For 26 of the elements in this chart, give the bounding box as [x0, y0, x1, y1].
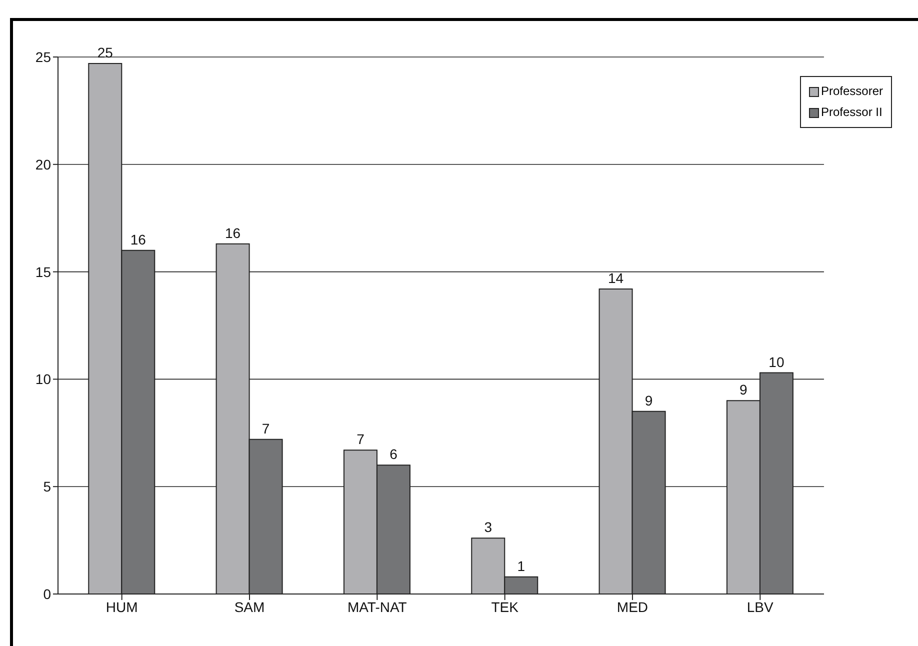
x-tick-label: TEK: [491, 598, 520, 615]
data-label: 14: [608, 270, 624, 286]
data-label: 16: [225, 224, 241, 241]
data-label: 9: [644, 392, 653, 408]
data-label: 7: [262, 420, 270, 436]
data-label: 10: [768, 354, 784, 370]
x-tick-label: SAM: [234, 598, 265, 615]
data-label: 16: [130, 231, 146, 248]
data-label: 6: [390, 446, 398, 462]
data-label: 7: [356, 431, 365, 448]
x-tick-label: MAT-NAT: [347, 598, 408, 615]
y-tick-label: 0: [43, 586, 52, 602]
data-label: 25: [97, 44, 114, 60]
data-label: 3: [484, 519, 492, 536]
y-tick-label: 20: [35, 156, 52, 172]
x-tick-label: LBV: [746, 598, 774, 615]
y-tick-label: 10: [35, 371, 52, 388]
legend-label: Professor II: [820, 104, 882, 121]
x-tick-label: HUM: [106, 598, 138, 615]
y-tick-label: 15: [35, 264, 52, 280]
legend-label: Professorer: [820, 83, 883, 100]
data-label: 9: [740, 382, 748, 398]
x-tick-label: MED: [616, 598, 648, 615]
y-tick-label: 25: [35, 48, 52, 65]
y-tick-label: 5: [43, 478, 52, 495]
data-label: 1: [517, 558, 526, 574]
